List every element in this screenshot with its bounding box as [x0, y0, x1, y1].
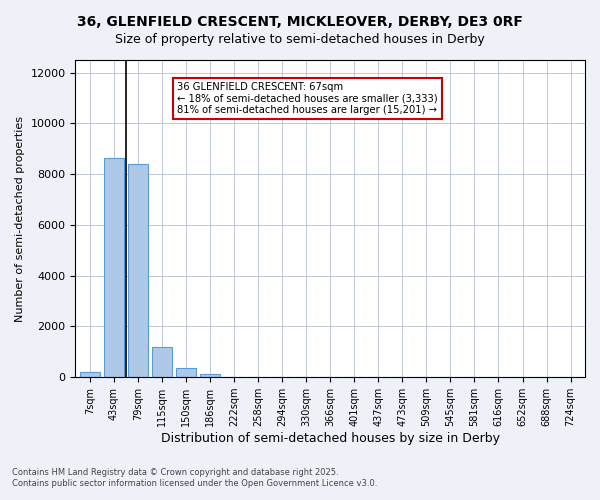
Bar [128, 164, 148, 377]
Bar [104, 158, 124, 377]
Text: Contains HM Land Registry data © Crown copyright and database right 2025.
Contai: Contains HM Land Registry data © Crown c… [12, 468, 377, 487]
Text: Size of property relative to semi-detached houses in Derby: Size of property relative to semi-detach… [115, 32, 485, 46]
Bar [200, 374, 220, 377]
Text: 36 GLENFIELD CRESCENT: 67sqm
← 18% of semi-detached houses are smaller (3,333)
8: 36 GLENFIELD CRESCENT: 67sqm ← 18% of se… [178, 82, 438, 116]
Bar [176, 368, 196, 377]
Y-axis label: Number of semi-detached properties: Number of semi-detached properties [15, 116, 25, 322]
Bar [80, 372, 100, 377]
Bar [152, 347, 172, 377]
Text: 36, GLENFIELD CRESCENT, MICKLEOVER, DERBY, DE3 0RF: 36, GLENFIELD CRESCENT, MICKLEOVER, DERB… [77, 15, 523, 29]
X-axis label: Distribution of semi-detached houses by size in Derby: Distribution of semi-detached houses by … [161, 432, 500, 445]
